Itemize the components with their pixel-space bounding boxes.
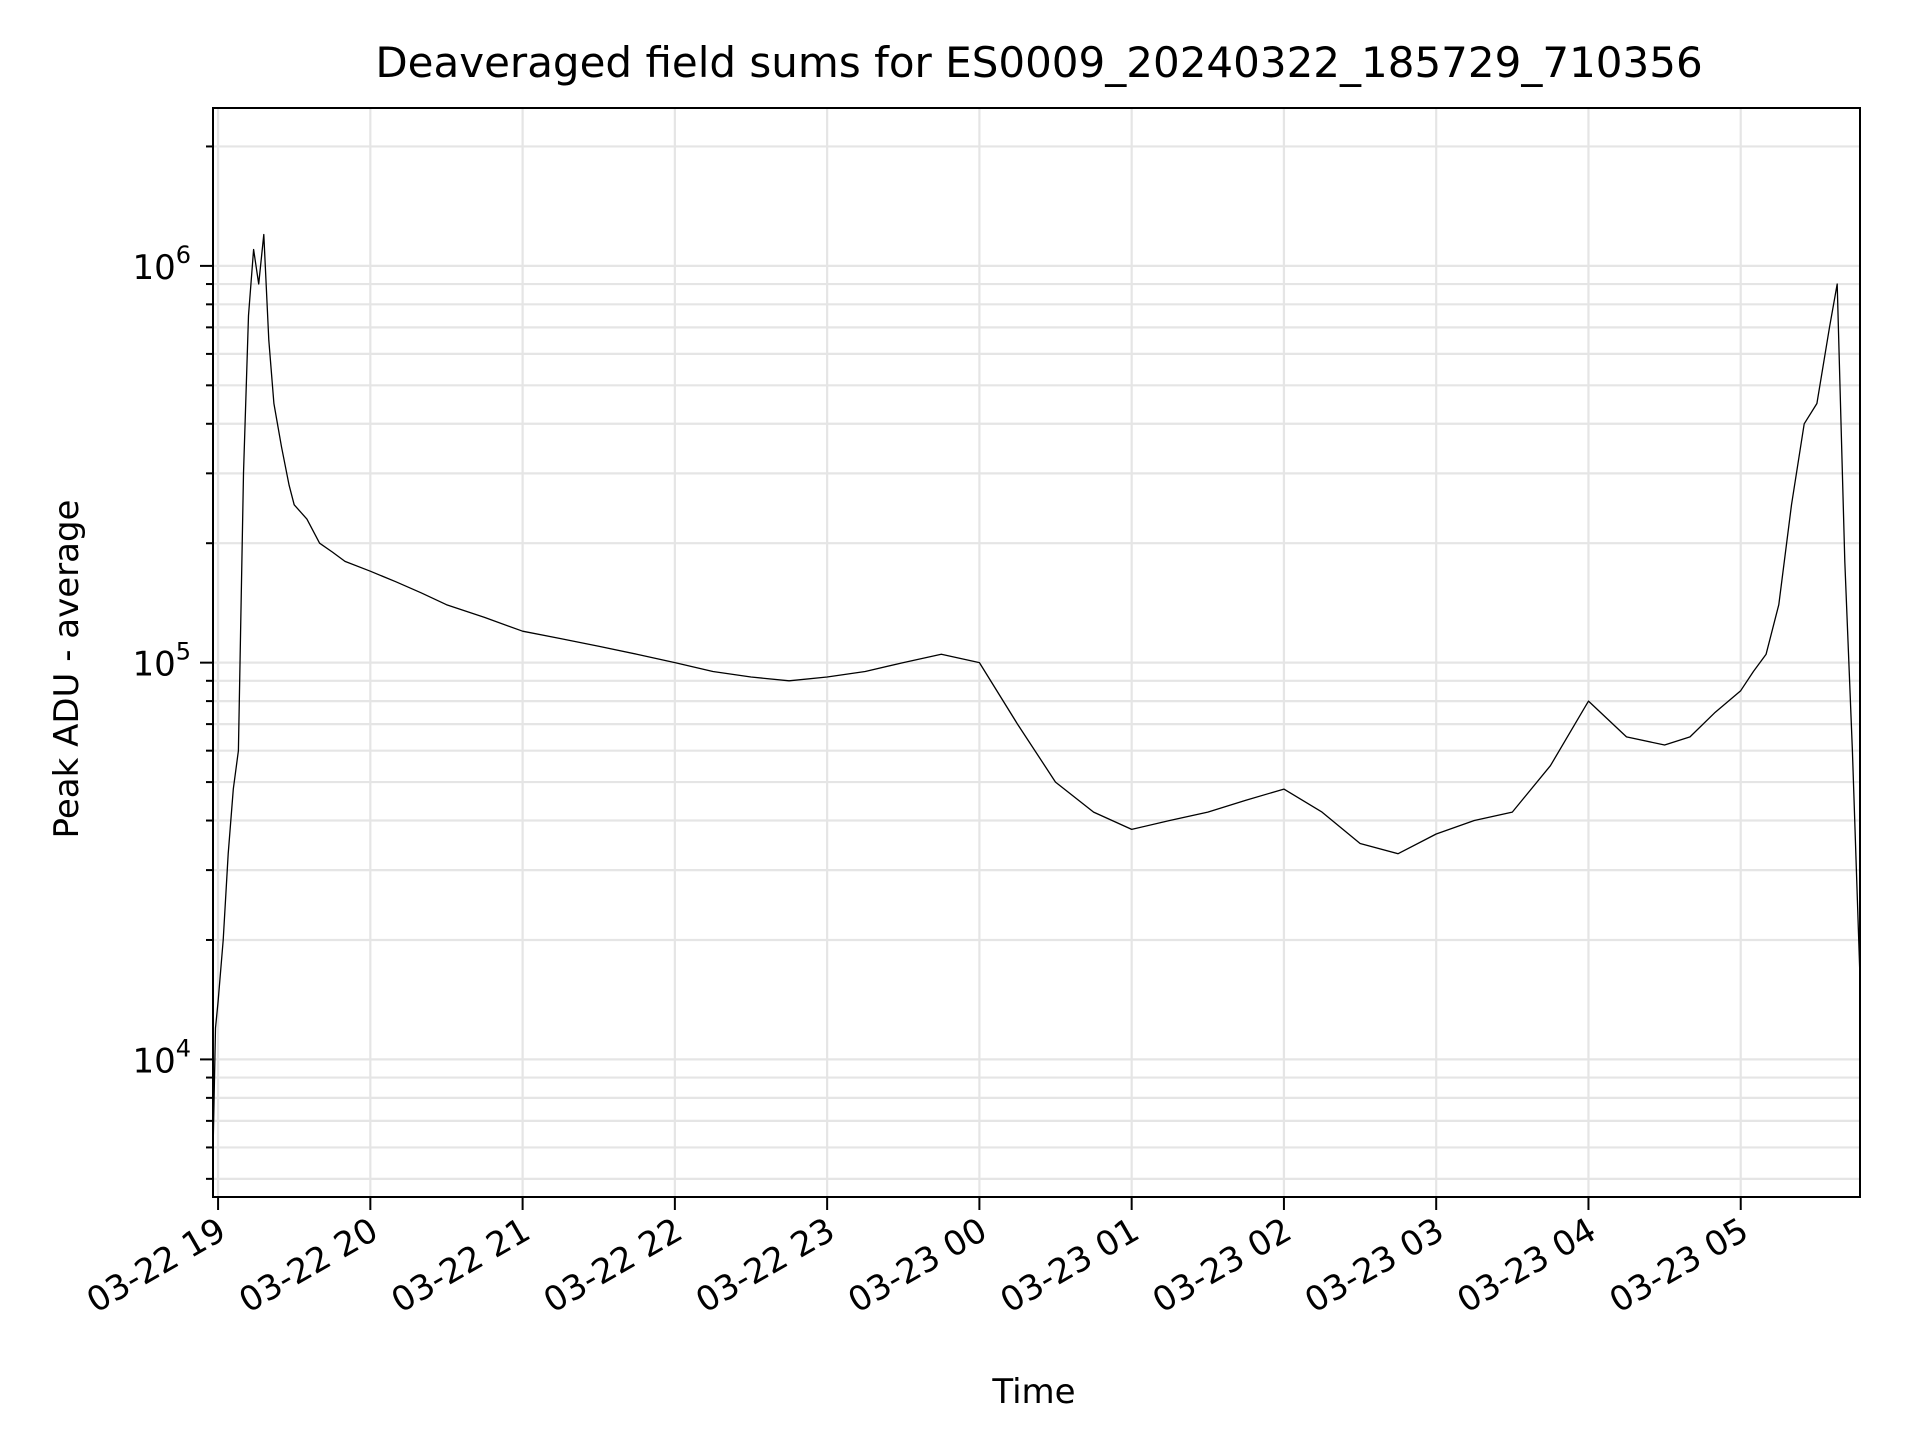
x-axis-label: Time — [991, 1372, 1075, 1412]
y-tick-labels: 104 105 106 — [132, 241, 191, 1082]
series-layer — [212, 233, 1861, 1154]
plot-frame — [212, 107, 1861, 1198]
grid-lines — [213, 108, 1860, 1197]
y-tick-label: 105 — [132, 638, 191, 685]
y-axis-label: Peak ADU - average — [47, 500, 87, 839]
series-line — [212, 233, 1861, 1154]
chart-title: Deaveraged field sums for ES0009_2024032… — [375, 38, 1702, 87]
y-tick-label: 104 — [132, 1034, 191, 1081]
axis-ticks — [200, 145, 1742, 1210]
y-tick-label: 106 — [132, 241, 191, 288]
